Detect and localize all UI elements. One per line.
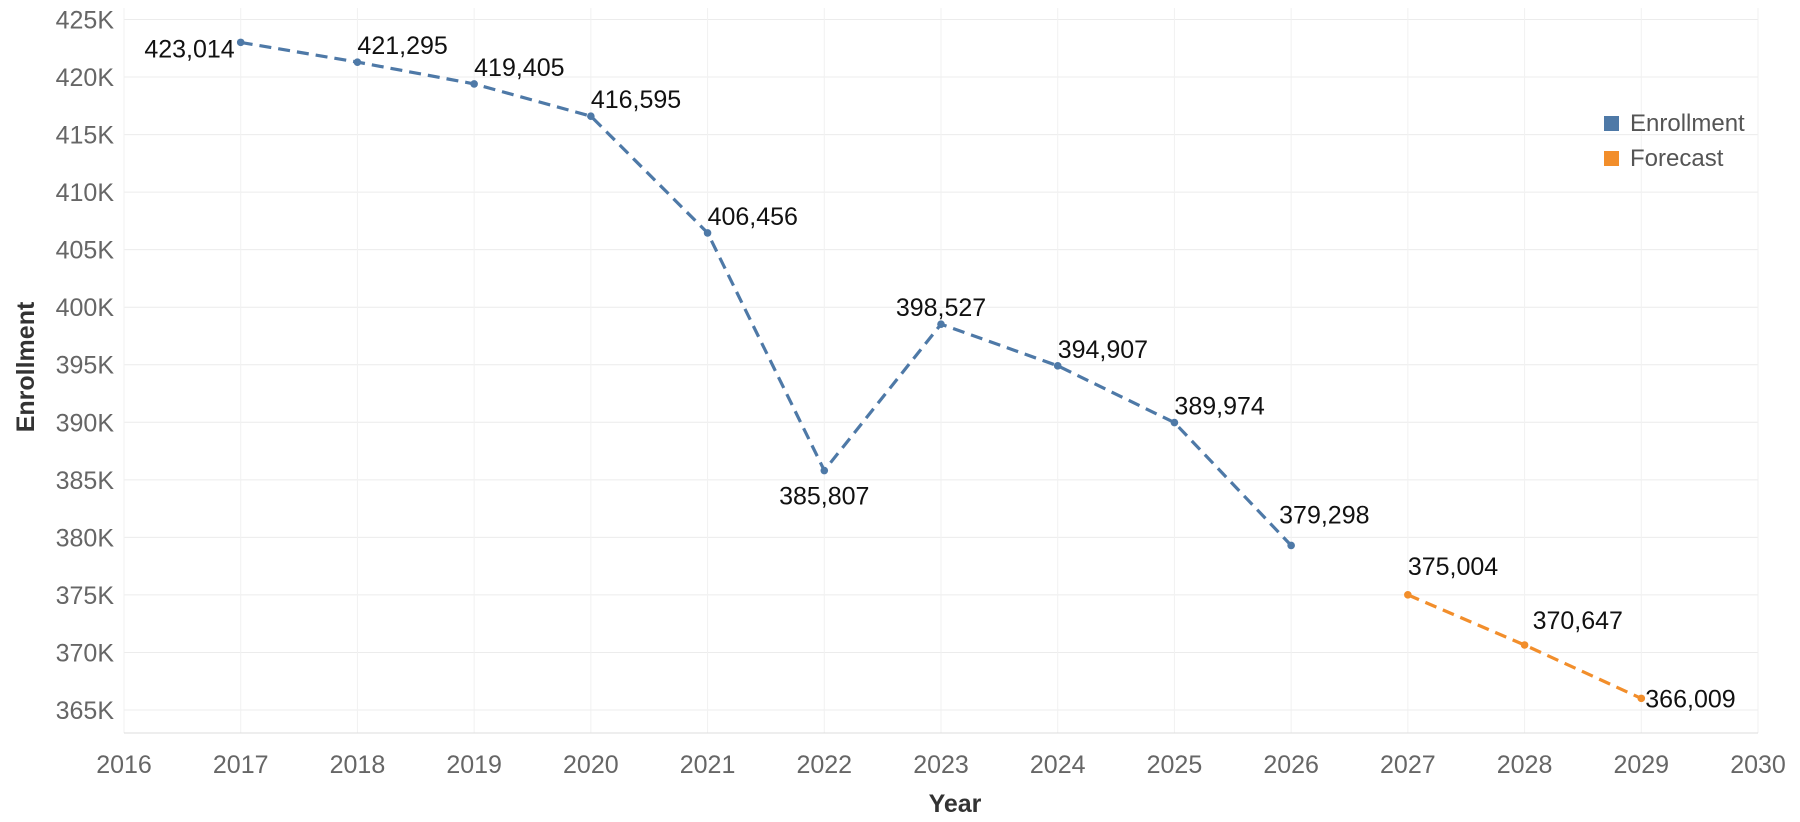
- legend-swatch-enrollment: [1604, 116, 1619, 131]
- data-point: [470, 80, 478, 88]
- data-label-layer: 423,014 421,295 419,405 416,595 406,456 385,8…: [144, 32, 1735, 713]
- data-point: [703, 229, 712, 237]
- legend: Enrollment Forecast: [1604, 110, 1745, 172]
- data-label: 389,974: [1174, 393, 1264, 421]
- series-line-forecast: [1407, 593, 1642, 700]
- y-tick-label: 390K: [56, 409, 115, 437]
- y-tick-label: 400K: [56, 294, 115, 322]
- data-label: 394,907: [1058, 336, 1148, 364]
- y-tick-label: 370K: [56, 639, 115, 667]
- data-label: 398,527: [896, 294, 986, 322]
- grid-layer: [123, 8, 1759, 733]
- data-label: 375,004: [1408, 553, 1498, 581]
- data-point: [1287, 541, 1295, 550]
- data-point: [1637, 694, 1646, 703]
- y-axis-title: Enrollment: [12, 301, 40, 432]
- y-tick-label: 365K: [56, 697, 115, 725]
- x-tick-label: 2022: [796, 751, 852, 779]
- data-point: [1053, 362, 1062, 370]
- y-tick-label: 385K: [56, 467, 115, 495]
- data-label: 366,009: [1645, 685, 1735, 713]
- data-point: [1404, 591, 1412, 599]
- data-point: [1520, 641, 1529, 649]
- series-line-enrollment: [240, 40, 1293, 547]
- data-label: 419,405: [474, 54, 564, 82]
- data-point: [1170, 418, 1179, 427]
- x-tick-label: 2021: [680, 751, 736, 779]
- y-tick-label: 395K: [56, 352, 115, 380]
- y-tick-label: 425K: [56, 7, 115, 35]
- data-label: 370,647: [1533, 607, 1623, 635]
- y-tick-label: 415K: [56, 122, 115, 150]
- x-tick-label: 2026: [1263, 751, 1319, 779]
- series-layer: [236, 38, 1646, 703]
- x-tick-label: 2018: [330, 751, 386, 779]
- x-tick-label: 2027: [1380, 751, 1436, 779]
- y-tick-label: 375K: [56, 582, 115, 610]
- x-tick-label: 2019: [446, 751, 502, 779]
- x-tick-label: 2017: [213, 751, 269, 779]
- data-point: [353, 58, 362, 66]
- data-label: 423,014: [144, 35, 234, 63]
- y-tick-label: 405K: [56, 237, 115, 265]
- x-tick-label: 2016: [96, 751, 152, 779]
- data-label: 406,456: [708, 203, 798, 231]
- y-tick-label: 380K: [56, 524, 115, 552]
- data-point: [587, 112, 595, 121]
- axis-layer: 365K 370K 375K 380K 385K 390K 395K 400K 405K 410K…: [56, 7, 1786, 779]
- x-tick-label: 2024: [1030, 751, 1086, 779]
- data-point: [236, 38, 245, 47]
- legend-swatch-forecast: [1604, 151, 1619, 166]
- x-tick-label: 2025: [1147, 751, 1203, 779]
- x-tick-label: 2030: [1730, 751, 1786, 779]
- data-point: [820, 466, 829, 475]
- x-tick-label: 2028: [1497, 751, 1553, 779]
- x-tick-label: 2020: [563, 751, 619, 779]
- data-label: 385,807: [779, 483, 869, 511]
- data-label: 421,295: [357, 32, 447, 60]
- x-tick-label: 2023: [913, 751, 969, 779]
- y-tick-label: 420K: [56, 64, 115, 92]
- legend-label-forecast: Forecast: [1630, 145, 1724, 172]
- legend-label-enrollment: Enrollment: [1630, 110, 1745, 137]
- data-label: 416,595: [591, 86, 681, 114]
- y-tick-label: 410K: [56, 179, 115, 207]
- x-tick-label: 2029: [1613, 751, 1669, 779]
- data-point: [937, 320, 945, 328]
- data-label: 379,298: [1279, 501, 1369, 529]
- x-axis-title: Year: [929, 790, 982, 818]
